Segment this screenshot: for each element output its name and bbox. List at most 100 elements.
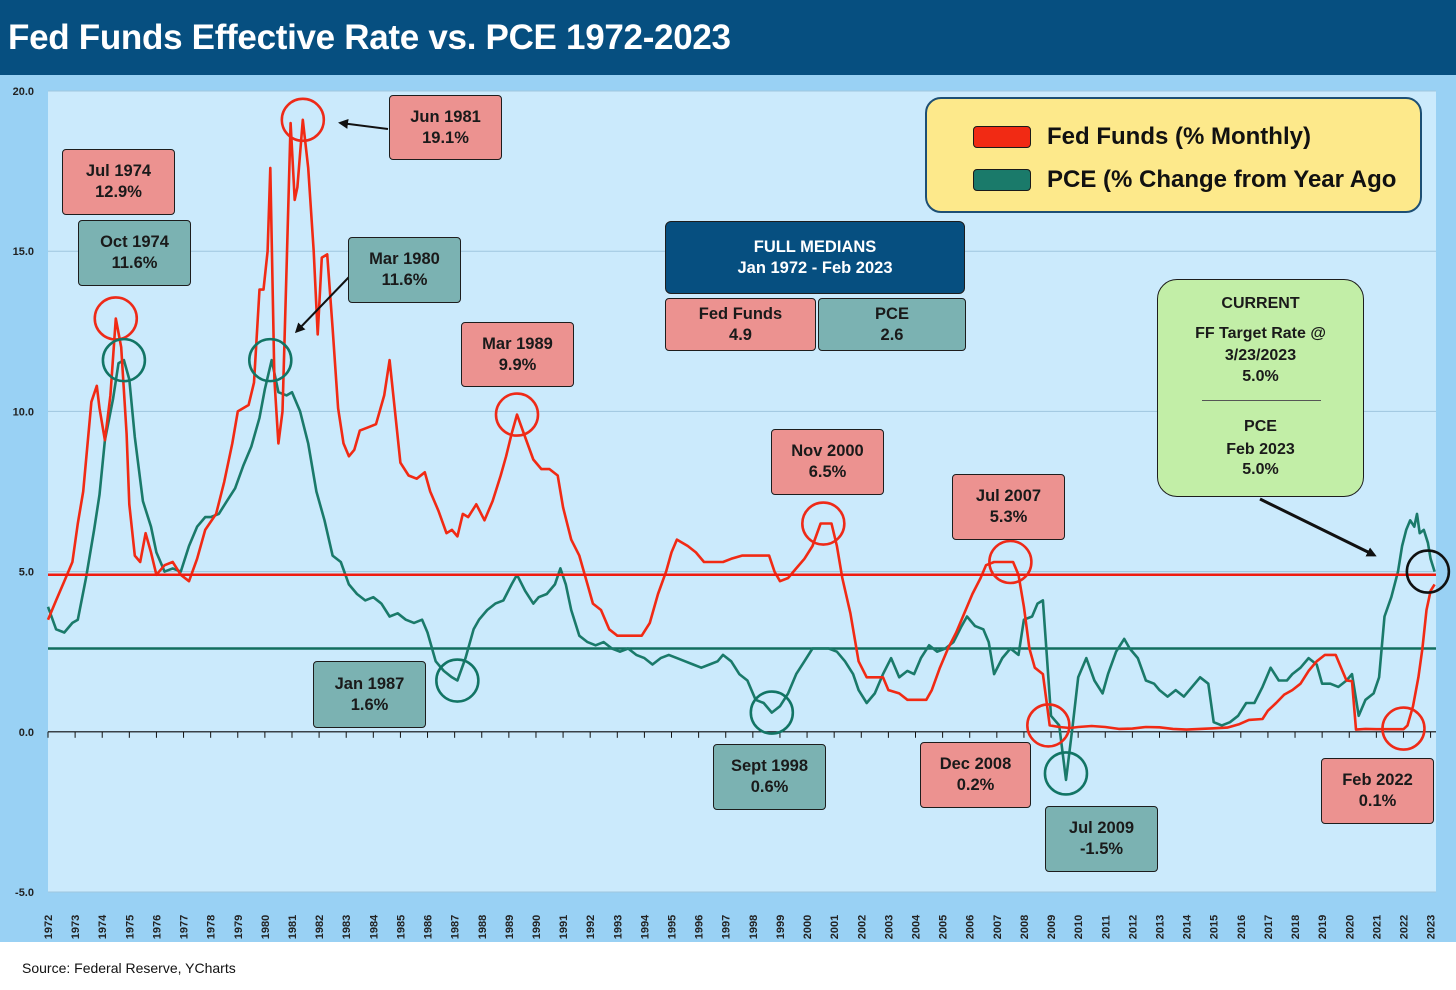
current-ff-date: 3/23/2023 bbox=[1224, 347, 1297, 364]
arrow-current bbox=[1259, 497, 1377, 557]
x-tick-label: 1995 bbox=[667, 915, 679, 939]
current-title: CURRENT bbox=[1221, 295, 1300, 312]
y-tick-label: 15.0 bbox=[13, 246, 34, 258]
y-tick-label: 10.0 bbox=[13, 406, 34, 418]
x-tick-label: 2004 bbox=[911, 914, 923, 939]
x-tick-label: 2014 bbox=[1182, 914, 1194, 939]
x-tick-label: 2008 bbox=[1019, 915, 1031, 939]
callout-value: 0.6% bbox=[750, 778, 789, 796]
x-tick-label: 1993 bbox=[612, 915, 624, 939]
median-fed-funds-box: Fed Funds 4.9 bbox=[665, 298, 816, 351]
x-tick-label: 1973 bbox=[70, 915, 82, 939]
legend: Fed Funds (% Monthly) PCE (% Change from… bbox=[925, 97, 1422, 213]
callout-value: 11.6% bbox=[111, 254, 158, 272]
legend-swatch-fed-funds bbox=[973, 126, 1031, 148]
current-pce-date: Feb 2023 bbox=[1226, 441, 1295, 458]
x-tick-label: 1988 bbox=[477, 915, 489, 939]
callout-value: 0.1% bbox=[1358, 792, 1397, 810]
pce-line bbox=[46, 358, 1436, 782]
x-tick-label: 1975 bbox=[124, 915, 136, 939]
x-tick-label: 1996 bbox=[694, 915, 706, 939]
callout-date: Oct 1974 bbox=[100, 233, 169, 251]
y-tick-label: 20.0 bbox=[13, 86, 34, 98]
median-pce-value: 2.6 bbox=[880, 325, 904, 344]
x-tick-label: 2017 bbox=[1263, 915, 1275, 939]
x-tick-label: 1989 bbox=[504, 915, 516, 939]
x-tick-label: 1981 bbox=[287, 915, 299, 939]
x-tick-label: 1977 bbox=[179, 915, 191, 939]
x-tick-label: 1983 bbox=[341, 915, 353, 939]
median-fed-funds-label: Fed Funds bbox=[698, 304, 783, 323]
x-tick-label: 1976 bbox=[151, 915, 163, 939]
median-pce-label: PCE bbox=[875, 304, 909, 323]
x-tick-label: 1980 bbox=[260, 915, 272, 939]
x-tick-label: 2010 bbox=[1073, 915, 1085, 939]
x-tick-label: 2009 bbox=[1046, 915, 1058, 939]
x-tick-label: 1985 bbox=[395, 915, 407, 939]
x-tick-label: 2023 bbox=[1426, 915, 1438, 939]
circle-mar-1989 bbox=[494, 392, 540, 437]
x-tick-label: 2006 bbox=[965, 915, 977, 939]
callout-value: 1.6% bbox=[350, 695, 389, 714]
x-tick-label: 1990 bbox=[531, 915, 543, 939]
x-tick-label: 1972 bbox=[43, 915, 55, 939]
circle-oct-1974 bbox=[101, 337, 147, 383]
x-tick-label: 2013 bbox=[1154, 915, 1166, 939]
callout-date: Feb 2022 bbox=[1342, 771, 1413, 789]
y-tick-label: -5.0 bbox=[15, 887, 34, 899]
callout-sept-1998: Sept 1998 0.6% bbox=[713, 744, 826, 810]
callout-value: -1.5% bbox=[1079, 840, 1124, 858]
callout-jul-2009: Jul 2009 -1.5% bbox=[1045, 806, 1158, 872]
x-tick-label: 2021 bbox=[1371, 915, 1383, 939]
x-tick-label: 1998 bbox=[748, 915, 760, 939]
x-tick-label: 1994 bbox=[639, 914, 651, 939]
x-tick-label: 2022 bbox=[1398, 915, 1410, 939]
arrow-mar-1980 bbox=[294, 276, 350, 334]
current-ff-label: FF Target Rate @ bbox=[1195, 325, 1326, 342]
callout-feb-2022: Feb 2022 0.1% bbox=[1321, 758, 1434, 824]
x-tick-label: 2003 bbox=[883, 915, 895, 939]
x-tick-label: 1999 bbox=[775, 915, 787, 939]
current-ff-value: 5.0% bbox=[1242, 368, 1279, 385]
chart-title: Fed Funds Effective Rate vs. PCE 1972-20… bbox=[8, 18, 731, 57]
callout-jul-1974: Jul 1974 12.9% bbox=[62, 149, 175, 215]
circle-jun-1981 bbox=[280, 97, 326, 143]
y-tick-label: 0.0 bbox=[19, 727, 34, 739]
callout-date: Nov 2000 bbox=[791, 442, 864, 460]
circle-jul-2007 bbox=[988, 539, 1033, 585]
legend-item-fed-funds: Fed Funds (% Monthly) bbox=[973, 123, 1311, 151]
x-tick-label: 2015 bbox=[1209, 915, 1221, 939]
x-tick-label: 1982 bbox=[314, 915, 326, 939]
callout-oct-1974: Oct 1974 11.6% bbox=[78, 220, 191, 286]
circle-jan-1987 bbox=[435, 658, 480, 703]
x-tick-label: 2000 bbox=[802, 915, 814, 939]
x-tick-label: 1978 bbox=[206, 915, 218, 939]
callout-date: Jun 1981 bbox=[410, 107, 481, 126]
callout-date: Jul 2009 bbox=[1068, 819, 1135, 837]
callout-nov-2000: Nov 2000 6.5% bbox=[771, 429, 884, 495]
x-tick-label: 2005 bbox=[938, 915, 950, 939]
x-tick-label: 1997 bbox=[721, 915, 733, 939]
fed-funds-line bbox=[46, 118, 1436, 731]
callout-value: 6.5% bbox=[808, 463, 847, 481]
x-tick-label: 1986 bbox=[423, 915, 435, 939]
callout-value: 9.9% bbox=[498, 355, 537, 374]
callout-value: 19.1% bbox=[422, 128, 469, 147]
callout-date: Jul 1974 bbox=[85, 162, 152, 180]
header-bar: Fed Funds Effective Rate vs. PCE 1972-20… bbox=[0, 0, 1456, 75]
callout-value: 12.9% bbox=[95, 183, 142, 201]
medians-header: FULL MEDIANS Jan 1972 - Feb 2023 bbox=[665, 221, 965, 294]
x-tick-label: 2012 bbox=[1127, 915, 1139, 939]
callout-date: Dec 2008 bbox=[939, 755, 1012, 773]
medians-period: Jan 1972 - Feb 2023 bbox=[737, 258, 893, 277]
callout-value: 0.2% bbox=[956, 776, 995, 794]
x-tick-label: 2016 bbox=[1236, 915, 1248, 939]
medians-title: FULL MEDIANS bbox=[753, 237, 877, 256]
circle-mar-1980 bbox=[247, 337, 293, 383]
circle-sept-1998 bbox=[749, 690, 795, 735]
x-tick-label: 1987 bbox=[450, 915, 462, 939]
x-tick-label: 1991 bbox=[558, 915, 570, 939]
y-tick-label: 5.0 bbox=[19, 567, 34, 579]
callout-date: Jul 2007 bbox=[975, 487, 1042, 505]
current-pce-value: 5.0% bbox=[1242, 461, 1279, 478]
